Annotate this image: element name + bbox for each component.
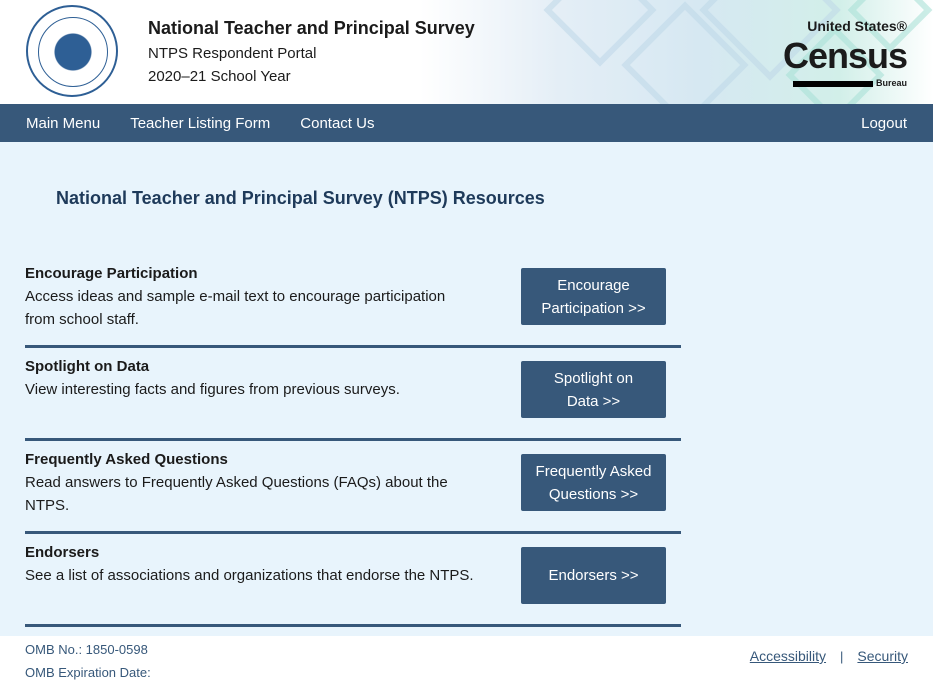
encourage-participation-button[interactable]: Encourage Participation >> (521, 268, 666, 325)
resource-spotlight-on-data: Spotlight on Data View interesting facts … (25, 348, 681, 441)
faq-button[interactable]: Frequently Asked Questions >> (521, 454, 666, 511)
census-logo-bottom: Bureau (875, 78, 907, 88)
resource-title: Endorsers (25, 544, 100, 561)
census-bureau-logo: United States® Census Bureau (782, 18, 908, 90)
resource-title: Spotlight on Data (25, 358, 150, 375)
site-title: National Teacher and Principal Survey (148, 18, 475, 38)
spotlight-on-data-button[interactable]: Spotlight on Data >> (521, 361, 666, 418)
main-nav: Main Menu Teacher Listing Form Contact U… (0, 104, 933, 142)
resource-faq: Frequently Asked Questions Read answers t… (25, 441, 681, 534)
footer: OMB No.: 1850-0598 OMB Expiration Date: … (0, 636, 933, 686)
nav-contact-us[interactable]: Contact Us (300, 114, 375, 132)
endorsers-button[interactable]: Endorsers >> (521, 547, 666, 604)
resource-endorsers: Endorsers See a list of associations and … (25, 534, 681, 627)
logout-link[interactable]: Logout (861, 114, 907, 132)
resource-desc: Read answers to Frequently Asked Questio… (25, 474, 448, 514)
main-content: National Teacher and Principal Survey (N… (0, 142, 933, 636)
header: National Teacher and Principal Survey NT… (0, 0, 933, 104)
accessibility-link[interactable]: Accessibility (749, 648, 827, 664)
census-logo-main: Census (782, 35, 908, 76)
omb-expiration-date: OMB Expiration Date: (25, 665, 151, 680)
resource-desc: See a list of associations and organizat… (25, 567, 474, 584)
resource-title: Frequently Asked Questions (25, 451, 228, 468)
resource-encourage-participation: Encourage Participation Access ideas and … (25, 255, 681, 348)
resource-desc: View interesting facts and figures from … (25, 381, 400, 398)
omb-number: OMB No.: 1850-0598 (25, 642, 148, 657)
nav-main-menu[interactable]: Main Menu (26, 114, 101, 132)
nav-teacher-listing-form[interactable]: Teacher Listing Form (130, 114, 271, 132)
resource-desc: Access ideas and sample e-mail text to e… (25, 288, 446, 328)
page-title: National Teacher and Principal Survey (N… (56, 188, 545, 208)
census-logo-top: United States® (807, 18, 907, 34)
site-subtitle: NTPS Respondent Portal (148, 45, 317, 62)
department-of-education-seal-logo (26, 5, 118, 97)
school-year: 2020–21 School Year (148, 68, 291, 85)
resource-title: Encourage Participation (25, 265, 198, 282)
security-link[interactable]: Security (857, 648, 908, 664)
separator: | (840, 649, 844, 664)
